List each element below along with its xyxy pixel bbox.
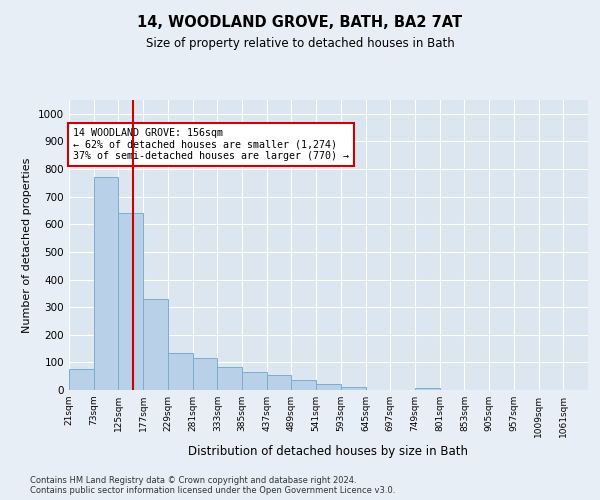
X-axis label: Distribution of detached houses by size in Bath: Distribution of detached houses by size …	[188, 446, 469, 458]
Bar	[69, 370, 94, 390]
Bar	[193, 358, 217, 390]
Bar	[168, 352, 193, 390]
Text: 14, WOODLAND GROVE, BATH, BA2 7AT: 14, WOODLAND GROVE, BATH, BA2 7AT	[137, 15, 463, 30]
Bar	[217, 366, 242, 390]
Bar	[143, 299, 168, 390]
Bar	[292, 380, 316, 390]
Bar	[316, 384, 341, 390]
Text: Size of property relative to detached houses in Bath: Size of property relative to detached ho…	[146, 38, 454, 51]
Bar	[242, 372, 267, 390]
Text: Contains HM Land Registry data © Crown copyright and database right 2024.
Contai: Contains HM Land Registry data © Crown c…	[30, 476, 395, 495]
Bar	[415, 388, 440, 390]
Text: 14 WOODLAND GROVE: 156sqm
← 62% of detached houses are smaller (1,274)
37% of se: 14 WOODLAND GROVE: 156sqm ← 62% of detac…	[73, 128, 349, 161]
Y-axis label: Number of detached properties: Number of detached properties	[22, 158, 32, 332]
Bar	[94, 178, 118, 390]
Bar	[341, 387, 365, 390]
Bar	[118, 213, 143, 390]
Bar	[267, 375, 292, 390]
